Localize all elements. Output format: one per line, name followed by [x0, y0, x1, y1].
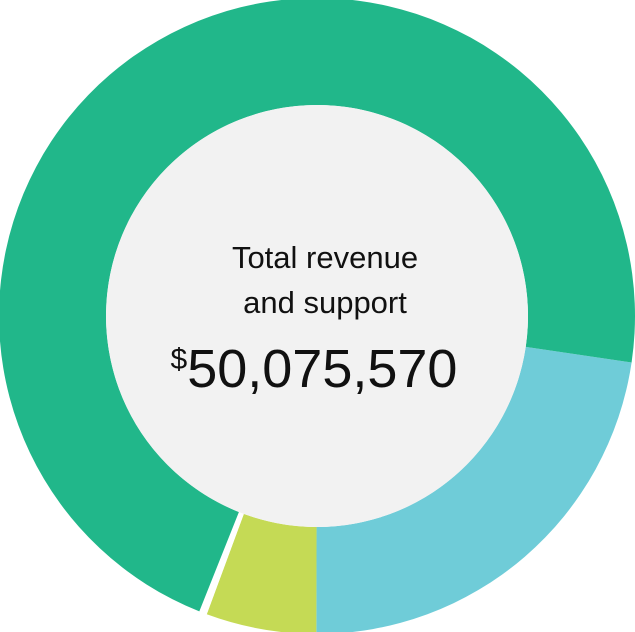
center-value: $50,075,570	[171, 339, 458, 399]
donut-slice	[0, 0, 635, 612]
donut-slice	[206, 513, 317, 632]
center-label: Total revenue	[232, 240, 418, 275]
donut-slice	[316, 346, 632, 632]
donut-slice	[199, 512, 244, 615]
donut-hole	[106, 105, 528, 527]
center-label: and support	[243, 285, 407, 320]
